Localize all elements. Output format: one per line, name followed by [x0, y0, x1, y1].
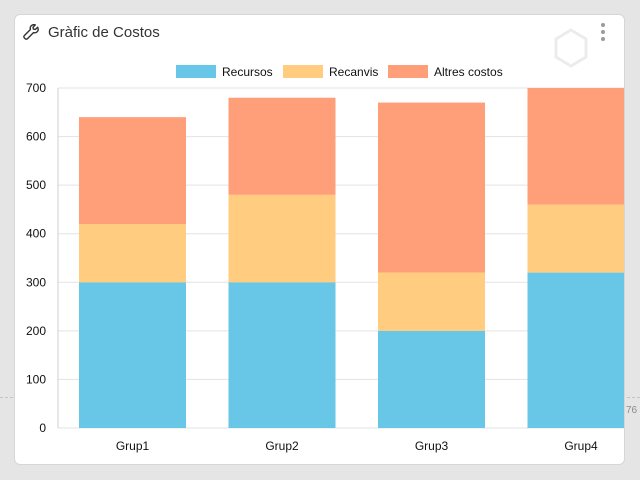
bar-grup3-2[interactable] — [378, 272, 485, 331]
bar-grup4-1[interactable] — [527, 272, 626, 428]
legend: Recursos Recanvis Altres costos — [176, 65, 503, 79]
y-tick-label: 700 — [26, 81, 46, 95]
background-edge-number: 76 — [626, 405, 638, 416]
legend-label: Recursos — [222, 65, 273, 79]
y-tick-label: 0 — [39, 421, 46, 435]
bar-grup3-3[interactable] — [378, 102, 485, 273]
bar-grup1-3[interactable] — [79, 117, 186, 224]
kebab-menu-icon[interactable] — [598, 23, 608, 43]
card-header: Gràfic de Costos — [15, 15, 624, 51]
x-tick-label: Grup2 — [265, 439, 299, 453]
bar-grup2-3[interactable] — [228, 97, 336, 195]
bar-grup1-1[interactable] — [79, 282, 186, 428]
chart-title: Gràfic de Costos — [48, 24, 160, 41]
stacked-bar-chart: Recursos Recanvis Altres costos 0 100 200 300… — [26, 65, 626, 453]
legend-item[interactable]: Altres costos — [388, 65, 503, 79]
bar-grup2-1[interactable] — [228, 282, 336, 428]
legend-item[interactable]: Recursos — [176, 65, 273, 79]
y-tick-label: 300 — [26, 275, 46, 289]
y-tick-label: 100 — [26, 372, 46, 386]
wrench-icon — [23, 24, 39, 40]
y-tick-label: 200 — [26, 324, 46, 338]
bar-grup1-2[interactable] — [79, 224, 186, 283]
legend-label: Recanvis — [329, 65, 378, 79]
bar-grup2-2[interactable] — [228, 194, 336, 283]
x-axis: Grup1 Grup2 Grup3 Grup4 — [116, 439, 598, 453]
x-tick-label: Grup1 — [116, 439, 150, 453]
y-tick-label: 400 — [26, 227, 46, 241]
x-tick-label: Grup3 — [415, 439, 449, 453]
legend-swatch — [176, 65, 216, 78]
legend-swatch — [388, 65, 428, 78]
y-tick-label: 500 — [26, 178, 46, 192]
chart-card: Gràfic de Costos Recursos Recanvis Altres … — [14, 14, 625, 465]
x-tick-label: Grup4 — [564, 439, 598, 453]
y-tick-label: 600 — [26, 130, 46, 144]
bar-grup4-2[interactable] — [527, 204, 626, 273]
legend-label: Altres costos — [434, 65, 503, 79]
hexagon-icon — [554, 28, 588, 68]
bars — [79, 88, 626, 428]
legend-swatch — [283, 65, 323, 78]
bar-grup3-1[interactable] — [378, 330, 485, 428]
legend-item[interactable]: Recanvis — [283, 65, 378, 79]
y-axis: 0 100 200 300 400 500 600 700 — [26, 81, 59, 435]
bar-grup4-3[interactable] — [527, 88, 626, 205]
